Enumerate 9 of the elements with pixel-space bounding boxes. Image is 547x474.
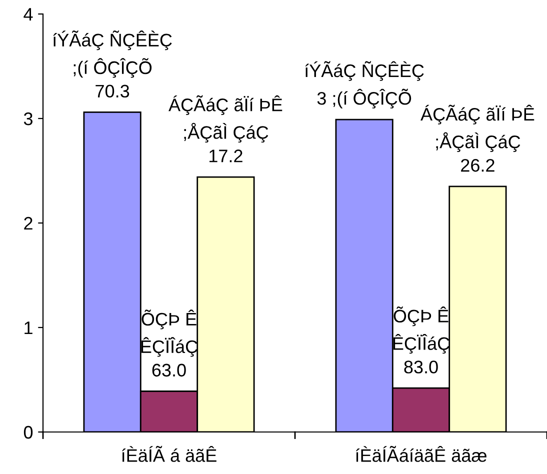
data-label: íÝÃáÇ ÑÇÊÈÇ ;(í ÔÇÎÇÕ 70.3: [53, 30, 172, 98]
x-tick-label: íÈäÍÃáíäãÊ äãæ: [356, 446, 486, 462]
y-tick-label: 4: [24, 8, 33, 21]
y-tick-label: 0: [24, 426, 33, 439]
y-tick-label: 1: [24, 322, 32, 334]
y-tick-label: 2: [24, 216, 32, 230]
x-tick-label: íÈäÍÃ á äãÊ: [122, 446, 216, 462]
data-label: ÁÇÃáÇ ãÏí ÞÊ ;ÅÇãÌ ÇáÇ 17.2: [168, 95, 282, 162]
y-tick-label: 3: [24, 112, 32, 126]
